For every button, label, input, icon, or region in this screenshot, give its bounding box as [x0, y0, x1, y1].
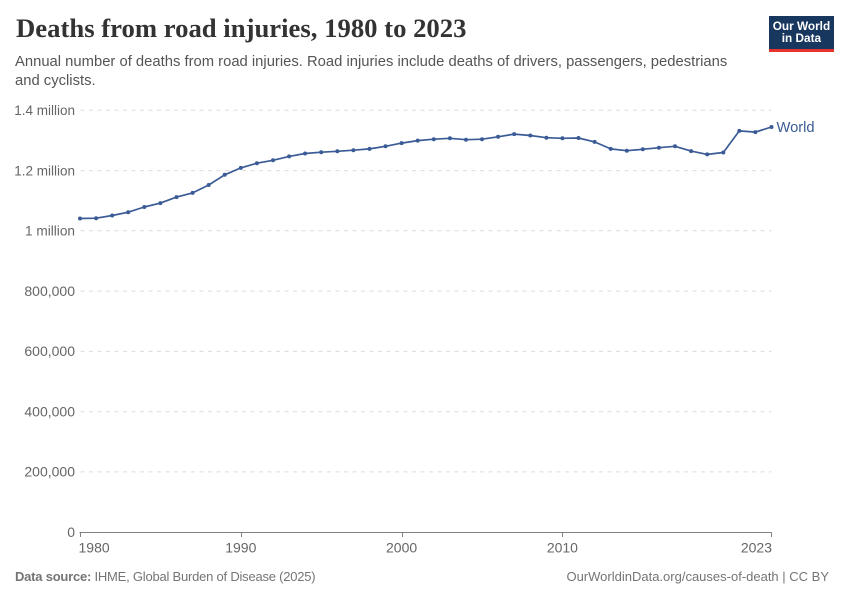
svg-text:1 million: 1 million	[25, 223, 75, 239]
svg-text:600,000: 600,000	[24, 343, 75, 359]
svg-text:1980: 1980	[79, 539, 110, 555]
svg-text:2000: 2000	[386, 539, 417, 555]
svg-text:400,000: 400,000	[24, 403, 75, 419]
svg-text:200,000: 200,000	[24, 464, 75, 480]
svg-text:1990: 1990	[225, 539, 256, 555]
svg-text:2023: 2023	[741, 539, 772, 555]
svg-text:1.4 million: 1.4 million	[14, 102, 75, 118]
svg-text:World: World	[777, 120, 815, 136]
svg-text:0: 0	[67, 524, 75, 540]
svg-text:1.2 million: 1.2 million	[14, 162, 75, 178]
svg-text:2010: 2010	[547, 539, 578, 555]
svg-text:800,000: 800,000	[24, 283, 75, 299]
